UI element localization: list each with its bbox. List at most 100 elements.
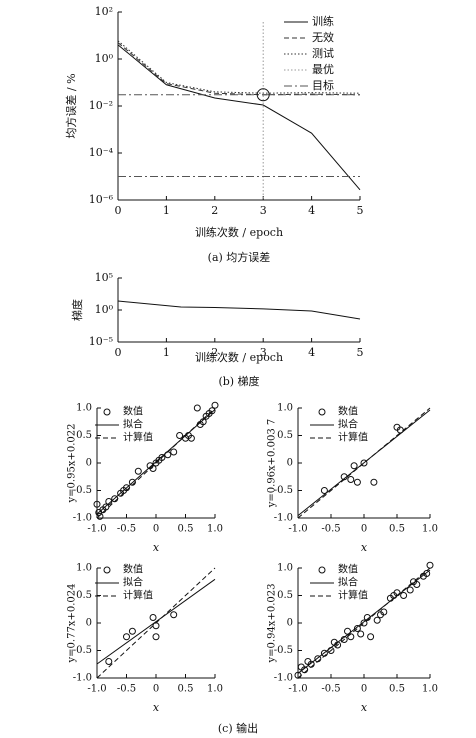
- data-point: [128, 627, 136, 635]
- x-tick-label: 0: [361, 684, 367, 695]
- legend-label: 目标: [312, 78, 334, 92]
- y-tick-label: 10²: [95, 5, 113, 18]
- data-point: [193, 404, 201, 412]
- data-point: [152, 633, 160, 641]
- data-point: [353, 625, 361, 632]
- y-tick-label: 1.0: [76, 563, 92, 574]
- x-tick-label: -0.5: [117, 524, 136, 535]
- legend-label: 数值: [338, 563, 358, 576]
- legend-label: 数值: [338, 405, 358, 418]
- data-point: [176, 432, 184, 439]
- y-tick-label: 0: [287, 618, 293, 629]
- legend-label: 最优: [312, 63, 334, 76]
- x-tick-label: 4: [308, 346, 315, 359]
- data-point: [170, 611, 178, 619]
- x-tick-label: -0.5: [321, 524, 340, 535]
- data-point: [320, 487, 328, 494]
- x-tick-label: -1.0: [288, 684, 307, 695]
- series-line: [117, 42, 361, 96]
- series-line: [297, 407, 431, 519]
- x-tick-label: 5: [357, 204, 364, 217]
- y-tick-label: -0.5: [274, 485, 293, 496]
- series-line: [297, 409, 431, 516]
- legend-label: 计算值: [338, 589, 368, 602]
- data-point: [360, 459, 368, 467]
- x-tick-label: 2: [211, 346, 218, 359]
- data-point: [347, 476, 355, 483]
- data-point: [426, 561, 434, 569]
- x-tick-label: 0: [153, 684, 159, 695]
- x-tick-label: 3: [260, 346, 267, 359]
- y-tick-label: 0.5: [277, 590, 293, 601]
- data-point: [134, 467, 142, 475]
- y-tick-label: 10⁻⁴: [89, 146, 114, 159]
- x-tick-label: 1.0: [207, 524, 223, 535]
- data-point: [400, 592, 408, 599]
- x-tick-label: 0: [115, 204, 122, 217]
- x-tick-label: -0.5: [117, 684, 136, 695]
- legend-marker: [318, 566, 326, 574]
- series-line: [297, 567, 431, 679]
- y-tick-label: 10⁰: [95, 303, 114, 316]
- y-tick-label: 1.0: [76, 403, 92, 414]
- x-tick-label: 0.5: [389, 524, 405, 535]
- data-point: [149, 614, 157, 621]
- series-line: [96, 578, 216, 665]
- y-tick-label: 1.0: [277, 563, 293, 574]
- figure-caption: (c) 输出: [218, 721, 258, 735]
- best-point: [256, 88, 270, 102]
- y-tick-label: 1.0: [277, 403, 293, 414]
- legend-label: 数值: [123, 563, 143, 576]
- data-point: [373, 616, 381, 624]
- data-point: [123, 633, 130, 641]
- legend-label: 计算值: [123, 431, 153, 444]
- x-axis-label: 训练次数 / epoch: [195, 350, 283, 364]
- legend-label: 测试: [312, 47, 334, 60]
- x-tick-label: 0.5: [178, 524, 194, 535]
- y-tick-label: -0.5: [73, 645, 92, 656]
- data-point: [208, 407, 216, 415]
- x-tick-label: 0.5: [389, 684, 405, 695]
- y-tick-label: 0.5: [277, 430, 293, 441]
- y-tick-label: 10⁻⁵: [89, 335, 113, 348]
- x-tick-label: 0: [153, 524, 159, 535]
- y-tick-label: -1.0: [274, 513, 293, 524]
- legend-label: 数值: [123, 405, 143, 418]
- data-point: [105, 658, 113, 665]
- x-tick-label: 1: [163, 204, 170, 217]
- y-tick-label: -0.5: [73, 485, 92, 496]
- x-tick-label: 4: [308, 204, 315, 217]
- x-axis-label: x: [361, 541, 368, 554]
- legend-marker: [318, 408, 326, 416]
- series-line: [117, 44, 361, 191]
- x-axis-label: x: [153, 701, 160, 714]
- legend-label: 拟合: [123, 418, 143, 431]
- data-point: [380, 608, 388, 616]
- x-tick-label: -1.0: [288, 524, 307, 535]
- legend-marker: [103, 566, 111, 574]
- y-axis-label: y=0.95x+0.022: [67, 424, 78, 504]
- data-point: [360, 619, 368, 627]
- y-tick-label: 0.5: [76, 430, 92, 441]
- y-tick-label: 0: [86, 618, 92, 629]
- y-tick-label: -1.0: [274, 673, 293, 684]
- y-tick-label: 0: [86, 458, 92, 469]
- caption: (a) 均方误差: [208, 250, 271, 264]
- data-point: [170, 448, 178, 456]
- x-tick-label: 5: [357, 346, 364, 359]
- legend-label: 训练: [312, 14, 334, 28]
- x-tick-label: 0: [115, 346, 122, 359]
- data-point: [370, 478, 378, 486]
- y-tick-label: 10⁰: [95, 52, 114, 65]
- data-point: [413, 581, 421, 588]
- legend-label: 无效: [312, 30, 334, 44]
- x-tick-label: -1.0: [87, 684, 106, 695]
- data-point: [96, 512, 104, 520]
- x-tick-label: 2: [211, 204, 218, 217]
- legend-label: 拟合: [338, 418, 358, 431]
- caption: (b) 梯度: [218, 374, 259, 388]
- y-axis-label: 梯度: [70, 299, 84, 321]
- y-tick-label: 10⁻²: [89, 99, 113, 112]
- series-line: [117, 300, 361, 320]
